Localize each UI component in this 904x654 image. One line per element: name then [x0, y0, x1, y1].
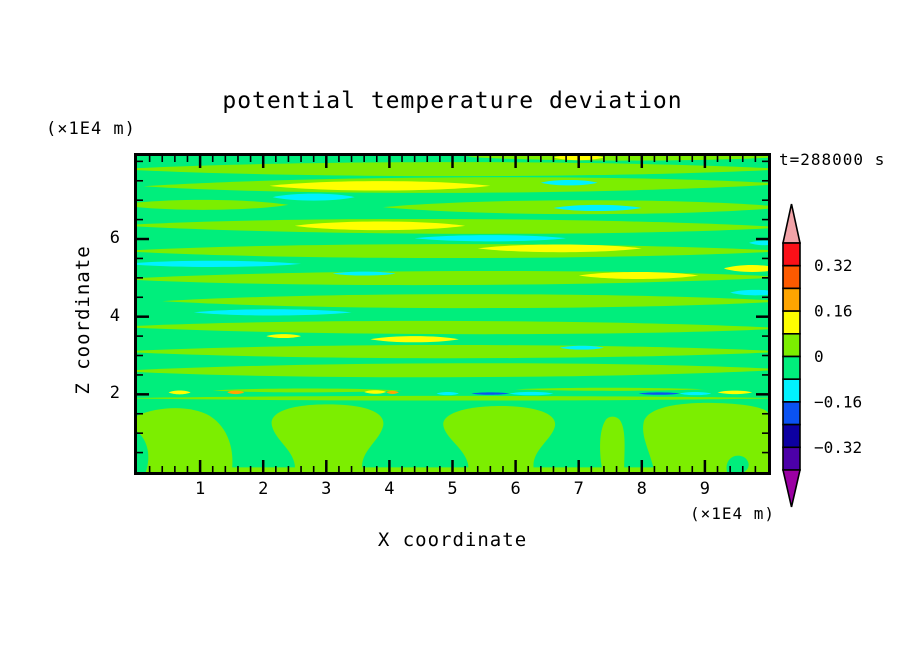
convective-plume — [600, 416, 625, 472]
colorbar-over-arrow — [782, 203, 801, 244]
plot-frame — [134, 153, 771, 475]
colorbar-label: 0.16 — [814, 302, 853, 321]
colorbar: 0.32 0.16 0 −0.16 −0.32 — [781, 203, 862, 508]
x-tick-label: 2 — [258, 479, 269, 499]
inversion-layer-segment — [436, 392, 459, 396]
contour-stripe — [137, 320, 768, 335]
y-axis-label: Z coordinate — [72, 245, 94, 395]
colorbar-segment — [782, 378, 801, 403]
inversion-layer-segment — [227, 390, 245, 395]
cool-lens — [193, 309, 352, 316]
y-tick-label: 2 — [109, 383, 120, 404]
colorbar-segment — [782, 310, 801, 335]
warm-lens — [269, 181, 491, 191]
inversion-layer-segment — [679, 392, 712, 396]
cool-lens — [137, 260, 302, 267]
cool-lens — [559, 345, 604, 350]
cool-lens — [332, 271, 396, 276]
colorbar-label: 0.32 — [814, 256, 853, 275]
colorbar-segment — [782, 446, 801, 471]
x-tick-label: 3 — [321, 479, 332, 499]
colorbar-segment — [782, 264, 801, 290]
colorbar-segment — [782, 423, 801, 449]
colorbar-under-arrow — [781, 469, 802, 508]
inversion-layer-segment — [364, 390, 387, 394]
x-axis-unit-label: (×1E4 m) — [689, 504, 775, 523]
inversion-layer-segment — [168, 390, 191, 395]
warm-lens — [723, 265, 768, 273]
y-tick-label: 4 — [109, 305, 120, 326]
convective-plume — [137, 408, 233, 472]
inversion-layer-segment — [386, 390, 399, 394]
colorbar-segment — [782, 242, 801, 267]
cool-lens — [730, 289, 768, 296]
contour-stripe — [137, 199, 289, 210]
contour-stripe — [212, 388, 403, 393]
colorbar-label: −0.32 — [814, 438, 862, 457]
warm-lens — [578, 272, 699, 280]
inversion-layer-segment — [717, 390, 753, 395]
colorbar-label: 0 — [814, 347, 824, 366]
warm-lens — [294, 221, 466, 231]
contour-stripe — [515, 387, 705, 391]
colorbar-segment — [782, 355, 801, 381]
x-tick-label: 9 — [699, 479, 711, 499]
colorbar-segment — [782, 401, 801, 426]
x-tick-label: 5 — [447, 479, 458, 499]
cool-lens — [414, 235, 567, 242]
x-tick-label: 8 — [636, 479, 647, 499]
x-tick-label: 7 — [573, 479, 584, 499]
chart-title: potential temperature deviation — [222, 88, 683, 114]
inversion-layer-segment — [471, 392, 510, 395]
inversion-layer-segment — [509, 391, 554, 396]
cool-lens — [749, 240, 768, 246]
time-annotation: t=288000 s — [779, 150, 886, 169]
warm-lens — [370, 336, 459, 343]
warm-lens — [266, 334, 302, 339]
contour-stripe — [137, 162, 768, 177]
inversion-layer-segment — [638, 392, 680, 395]
contour-stripe — [162, 294, 768, 309]
colorbar-segment — [782, 287, 801, 312]
x-tick-label: 1 — [194, 479, 206, 499]
contour-stripe — [137, 395, 768, 401]
cool-lens — [553, 204, 642, 212]
cool-lens — [540, 180, 598, 186]
colorbar-segment — [782, 333, 801, 358]
y-axis-unit-label: (×1E4 m) — [46, 119, 136, 139]
convective-plume — [443, 405, 556, 472]
x-tick-label: 6 — [510, 479, 521, 499]
y-tick-label: 6 — [109, 228, 120, 249]
x-axis-label: X coordinate — [377, 529, 528, 551]
warm-lens — [477, 244, 642, 253]
contour-stripe — [137, 363, 768, 378]
contour-stripe — [137, 345, 768, 359]
x-tick-label: 4 — [384, 479, 395, 499]
plot-ticks — [137, 156, 768, 472]
contour-plot — [137, 156, 768, 472]
convective-plume — [643, 402, 768, 472]
field-group — [137, 156, 768, 472]
convective-plume — [137, 431, 149, 472]
convective-plume — [271, 404, 384, 472]
colorbar-label: −0.16 — [814, 392, 862, 411]
cool-lens — [272, 193, 355, 201]
